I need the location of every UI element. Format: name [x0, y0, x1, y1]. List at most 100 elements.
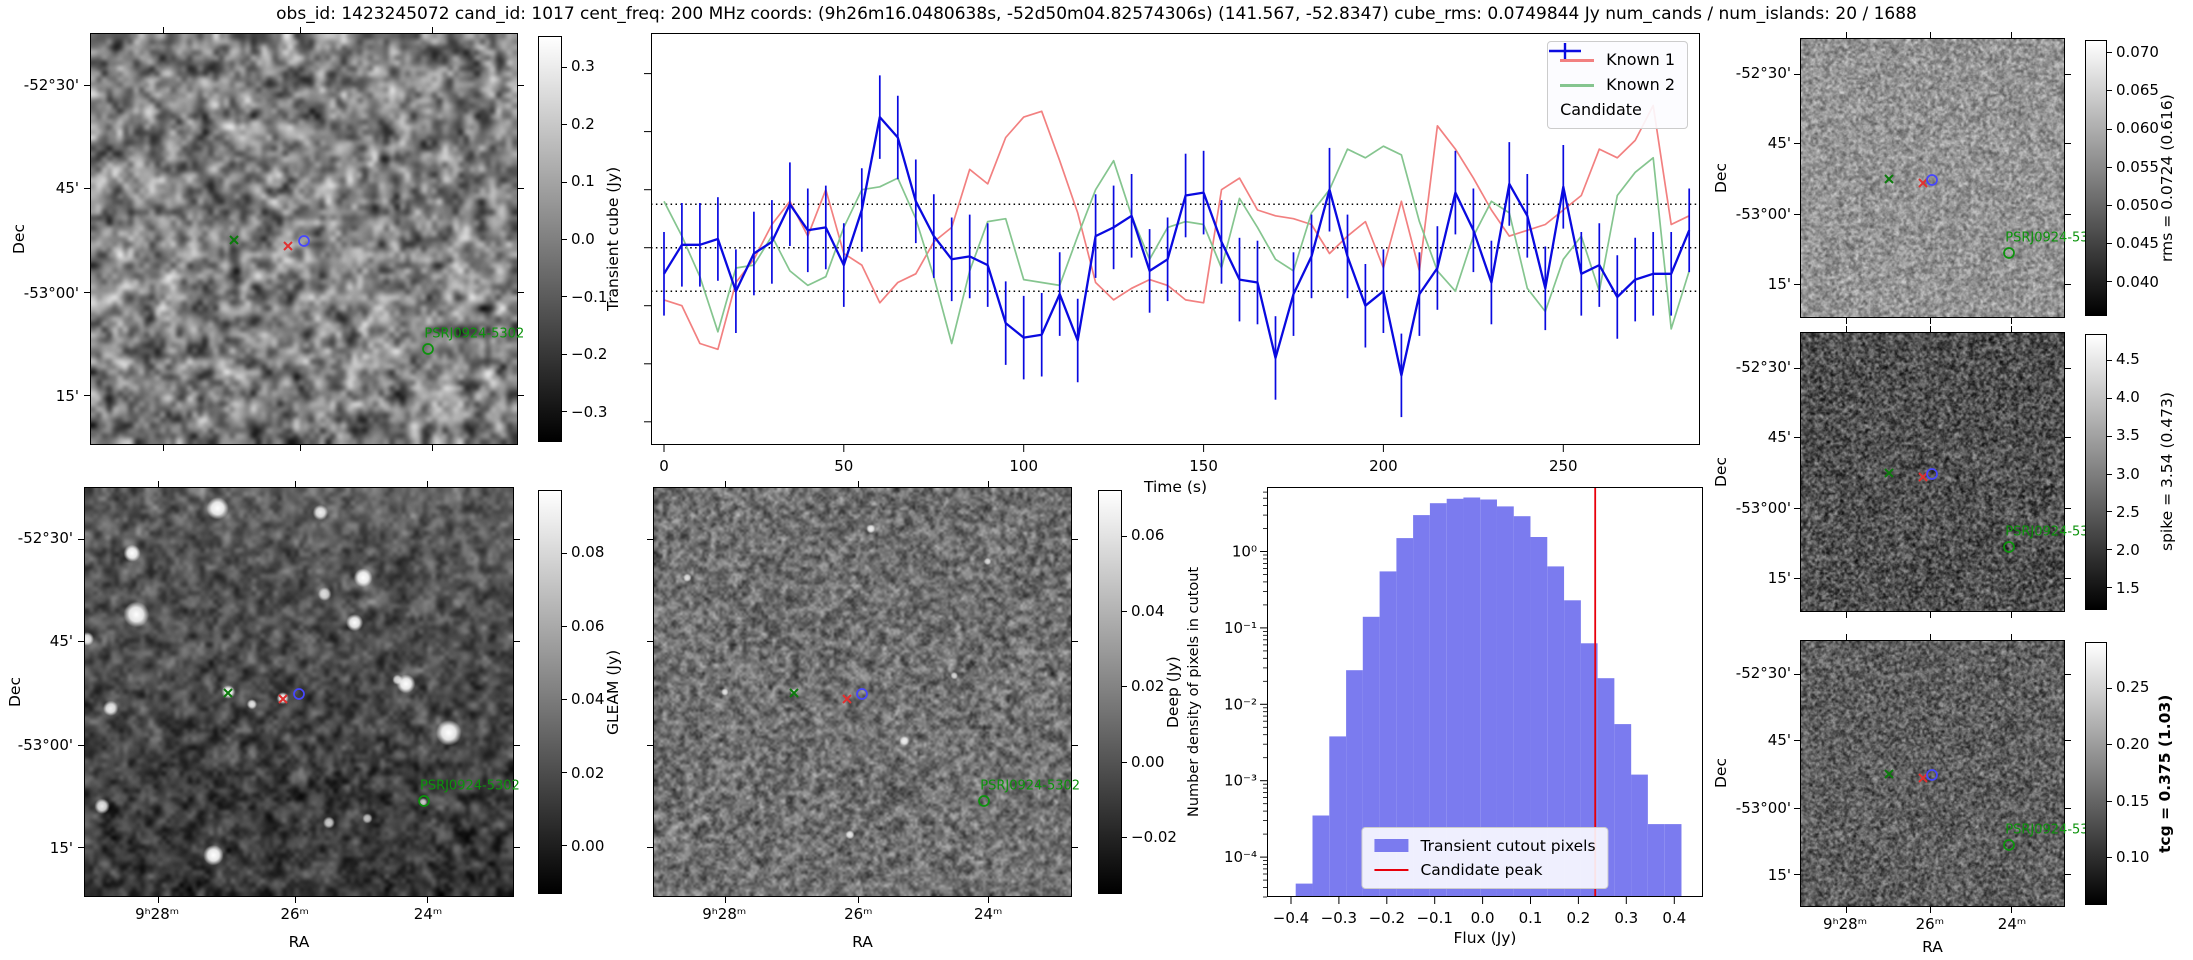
colorbar-tick-label: 4.0 [2116, 388, 2140, 406]
svg-text:10⁻¹: 10⁻¹ [1224, 619, 1257, 637]
legend-label-known1: Known 1 [1606, 48, 1675, 73]
axis-tick [513, 847, 520, 848]
svg-text:250: 250 [1549, 457, 1578, 475]
ra-axis-label: RA [653, 933, 1072, 951]
psr-source-label: PSRJ0924-5302 [424, 327, 524, 340]
colorbar-tick [561, 553, 567, 554]
ra-axis-label: RA [84, 933, 514, 951]
colorbar-tick [2106, 549, 2112, 550]
figure-title: obs_id: 1423245072 cand_id: 1017 cent_fr… [0, 4, 2193, 24]
rms-colorbar: 0.070 0.065 0.060 0.055 0.050 0.045 0.040 [2085, 40, 2107, 316]
svg-text:−0.3: −0.3 [1321, 909, 1357, 927]
svg-text:10⁻³: 10⁻³ [1224, 772, 1257, 790]
axis-tick [517, 188, 524, 189]
axis-tick [2064, 368, 2071, 369]
axis-tick [725, 481, 726, 488]
colorbar-tick-label: 0.02 [1131, 677, 1164, 695]
colorbar-tick-label: 0.00 [1131, 753, 1164, 771]
axis-tick [78, 745, 85, 746]
axis-tick [1794, 143, 1801, 144]
axis-tick [1794, 874, 1801, 875]
colorbar-tick [2106, 243, 2112, 244]
colorbar-tick-label: 0.3 [571, 57, 595, 75]
axis-tick [1794, 214, 1801, 215]
candidate-contour-marker [297, 234, 311, 248]
colorbar-tick-label: 0.25 [2116, 678, 2149, 696]
colorbar-tick-label: 2.0 [2116, 541, 2140, 559]
axis-tick [78, 539, 85, 540]
spike-colorbar-gradient [2085, 334, 2107, 610]
colorbar-tick [561, 124, 567, 125]
dec-tick-labels: -52°30' 45' -53°00' 15' [26, 33, 84, 445]
axis-tick [163, 444, 164, 451]
colorbar-tick-label: 0.045 [2116, 234, 2159, 252]
colorbar-tick-label: 2.5 [2116, 503, 2140, 521]
axis-tick [517, 395, 524, 396]
axis-tick [1794, 674, 1801, 675]
colorbar-tick [2106, 52, 2112, 53]
colorbar-tick [2106, 587, 2112, 588]
tcg-colorbar-label: tcg = 0.375 (1.03) [2156, 640, 2174, 907]
gleam-colorbar-label: GLEAM (Jy) [604, 487, 622, 897]
known1-position-marker [840, 693, 853, 706]
colorbar-tick-label: 1.5 [2116, 579, 2140, 597]
colorbar-tick-label: 0.00 [571, 837, 604, 855]
colorbar-tick [2106, 281, 2112, 282]
axis-tick [78, 847, 85, 848]
axis-tick [2064, 284, 2071, 285]
dec-tick-label: 15' [1768, 569, 1791, 587]
ra-tick-label: 24ᵐ [974, 905, 1002, 923]
dec-tick-label: -53°00' [1736, 499, 1791, 517]
axis-tick [2064, 578, 2071, 579]
candidate-contour-marker [1925, 173, 1939, 187]
axis-tick [2064, 874, 2071, 875]
axis-tick [1794, 808, 1801, 809]
ra-axis-label: RA [1800, 938, 2065, 956]
dec-tick-label: 45' [50, 632, 73, 650]
axis-tick [1846, 326, 1847, 333]
colorbar-tick-label: 3.5 [2116, 426, 2140, 444]
svg-text:50: 50 [834, 457, 853, 475]
lightcurve-legend: Known 1 Known 2 Candidate [1547, 41, 1688, 129]
dec-tick-label: -53°00' [1736, 799, 1791, 817]
colorbar-tick-label: 0.10 [2116, 848, 2149, 866]
axis-tick [1846, 634, 1847, 641]
known1-position-marker [281, 240, 294, 253]
tcg-cutout: PSRJ0924-5302 [1800, 640, 2065, 907]
axis-tick [2064, 808, 2071, 809]
svg-text:0.3: 0.3 [1614, 909, 1638, 927]
axis-tick [1846, 906, 1847, 913]
gleam-colorbar-ticks: 0.08 0.06 0.04 0.02 0.00 [571, 490, 631, 894]
dec-tick-label: 15' [50, 839, 73, 857]
svg-text:10⁰: 10⁰ [1232, 543, 1257, 561]
dec-tick-labels: -52°30' 45' -53°00' 15' [20, 487, 78, 897]
colorbar-tick [561, 699, 567, 700]
deep-colorbar-label: Deep (Jy) [1164, 487, 1182, 897]
gleam-cutout: PSRJ0924-5302 [84, 487, 514, 897]
svg-text:150: 150 [1189, 457, 1218, 475]
colorbar-tick [561, 67, 567, 68]
psr-position-marker [2002, 838, 2016, 852]
dec-tick-label: 15' [1768, 866, 1791, 884]
legend-item-cutout-pixels: Transient cutout pixels [1374, 834, 1595, 858]
spike-cutout: PSRJ0924-5302 [1800, 332, 2065, 612]
colorbar-tick [1121, 837, 1127, 838]
dec-tick-labels: -52°30' 45' -53°00' 15' [1726, 38, 1796, 318]
spike-colorbar-label: spike = 3.54 (0.473) [2158, 332, 2176, 612]
colorbar-tick-label: 0.02 [571, 764, 604, 782]
axis-tick [858, 481, 859, 488]
axis-tick [2064, 214, 2071, 215]
colorbar-tick [561, 845, 567, 846]
ra-tick-label: 24ᵐ [414, 905, 442, 923]
known2-line-sample [1560, 84, 1594, 87]
axis-tick [513, 745, 520, 746]
svg-text:0: 0 [659, 457, 669, 475]
spike-colorbar: 4.5 4.0 3.5 3.0 2.5 2.0 1.5 [2085, 334, 2107, 610]
lightcurve-plot: 0 50 100 150 200 250 Known 1 Known 2 Candidat… [651, 33, 1700, 445]
dec-tick-label: 15' [56, 387, 79, 405]
colorbar-tick [2106, 205, 2112, 206]
dec-tick-label: 45' [1768, 134, 1791, 152]
colorbar-tick-label: 0.0 [571, 230, 595, 248]
dec-tick-label: -53°00' [1736, 205, 1791, 223]
axis-tick [295, 481, 296, 488]
